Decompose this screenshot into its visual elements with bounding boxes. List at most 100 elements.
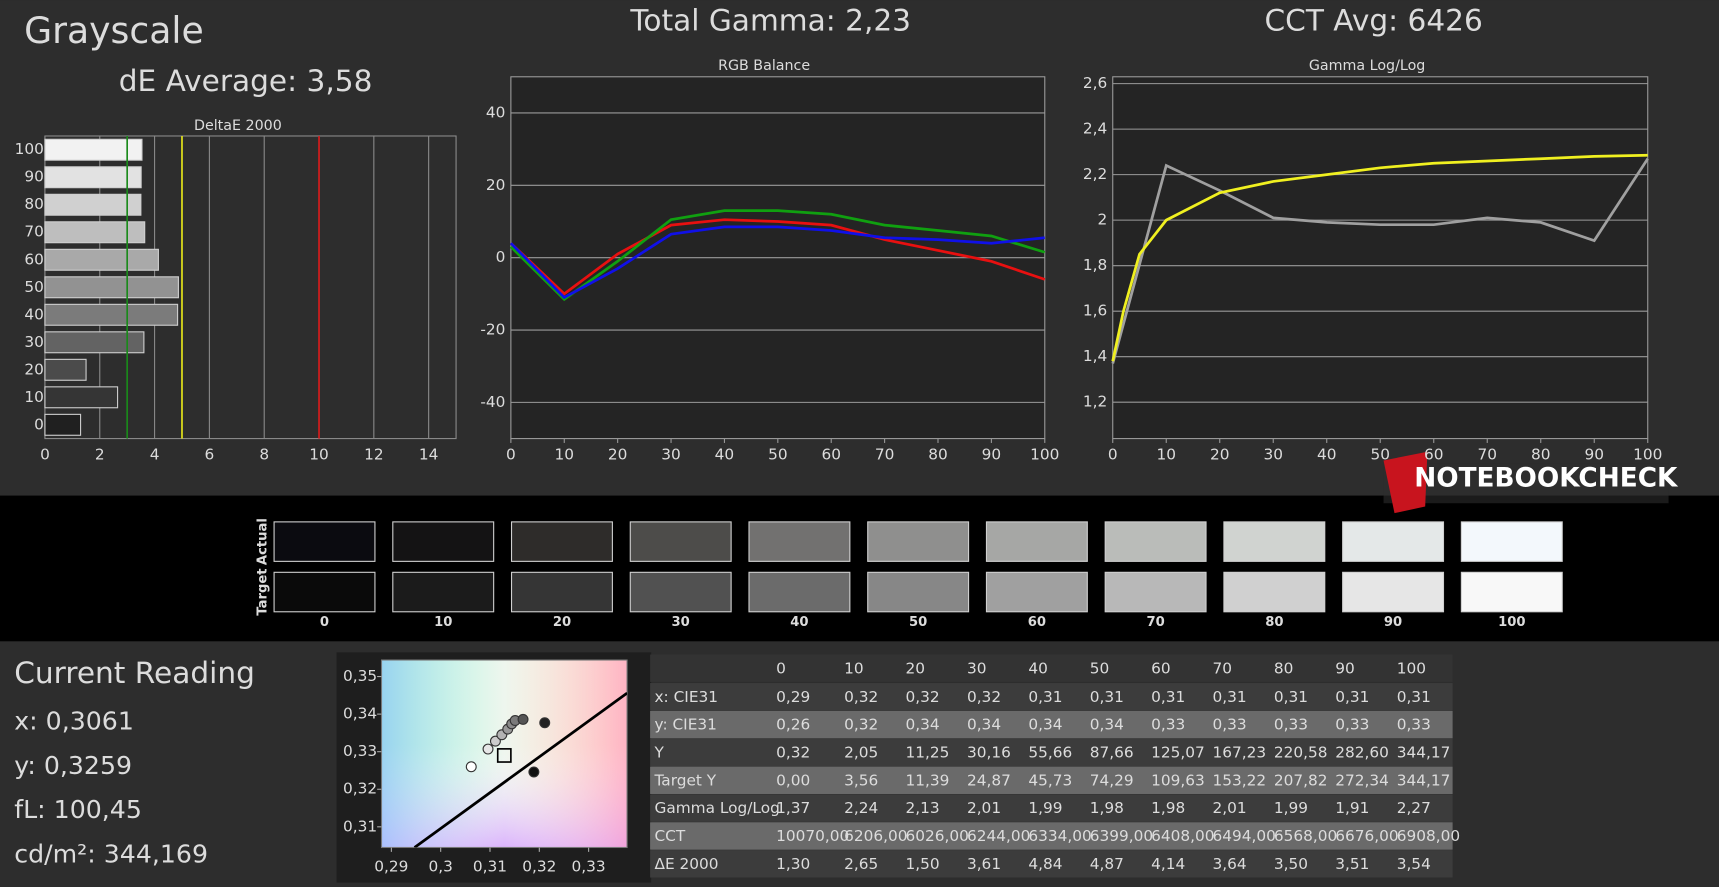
table-cell: 87,66	[1090, 743, 1134, 761]
row-label: CCT	[654, 827, 685, 845]
x-tick-label: 50	[768, 446, 788, 464]
swatch	[510, 521, 613, 562]
swatch	[985, 571, 1088, 613]
table-cell: 2,01	[1213, 799, 1247, 817]
plot-area	[1112, 76, 1649, 440]
page-title: Grayscale	[24, 9, 204, 52]
table-cell: 0,33	[1213, 716, 1247, 734]
swatch	[1104, 571, 1207, 613]
table-cell: 1,98	[1090, 799, 1124, 817]
series-line	[509, 225, 1045, 300]
table-cell: 0,26	[776, 716, 810, 734]
table-cell: 167,23	[1213, 743, 1267, 761]
table-cell: 0,31	[1335, 688, 1369, 706]
table-row-bg	[650, 794, 1453, 822]
table-cell: 30,16	[967, 743, 1011, 761]
y-tick-label: 1,2	[1083, 393, 1107, 411]
table-cell: 220,58	[1274, 743, 1328, 761]
y-tick-label: 1,8	[1083, 256, 1107, 274]
x-tick-label: 2	[95, 446, 105, 464]
row-label: Y	[653, 743, 664, 761]
y-tick-label: -40	[480, 393, 505, 411]
chart-title: DeltaE 2000	[194, 118, 282, 134]
swatch-label: 0	[320, 615, 329, 630]
column-header: 30	[967, 659, 987, 677]
table-cell: 3,51	[1335, 855, 1369, 873]
table-cell: 10070,00	[776, 827, 849, 845]
bar	[44, 248, 159, 271]
row-label: Actual	[256, 518, 271, 565]
table-cell: 4,14	[1151, 855, 1185, 873]
swatch-label: 90	[1384, 615, 1402, 630]
swatch	[748, 571, 851, 613]
table-cell: 74,29	[1090, 771, 1134, 789]
table-cell: 6676,00	[1335, 827, 1398, 845]
x-tick-label: 100	[1633, 446, 1662, 464]
table-row-bg	[650, 822, 1453, 850]
column-header: 80	[1274, 659, 1294, 677]
y-tick-label: 20	[486, 176, 506, 194]
table-cell: 2,01	[967, 799, 1001, 817]
watermark-logo	[1383, 451, 1428, 514]
table-cell: 55,66	[1028, 743, 1072, 761]
table-cell: 0,32	[844, 716, 878, 734]
table-cell: 4,87	[1090, 855, 1124, 873]
table-cell: 1,50	[906, 855, 940, 873]
table-cell: 0,34	[906, 716, 940, 734]
y-tick-label: 2,6	[1083, 74, 1107, 92]
table-cell: 0,32	[967, 688, 1001, 706]
table-cell: 0,33	[1274, 716, 1308, 734]
table-cell: 0,31	[1213, 688, 1247, 706]
swatch	[748, 521, 851, 562]
table-cell: 0,32	[776, 743, 810, 761]
table-cell: 1,30	[776, 855, 810, 873]
y-tick-label: 0,31	[343, 817, 377, 835]
swatch	[1223, 521, 1326, 562]
table-cell: 45,73	[1028, 771, 1072, 789]
column-header: 40	[1028, 659, 1048, 677]
row-label: Gamma Log/Log	[654, 799, 779, 817]
table-cell: 2,27	[1397, 799, 1431, 817]
y-tick-label: 70	[24, 223, 44, 241]
table-cell: 3,56	[844, 771, 878, 789]
table-cell: 125,07	[1151, 743, 1205, 761]
swatch	[867, 571, 970, 613]
column-header: 50	[1090, 659, 1110, 677]
x-tick-label: 100	[1030, 446, 1059, 464]
table-cell: 3,54	[1397, 855, 1431, 873]
y-tick-label: 80	[24, 195, 44, 213]
y-tick-label: 20	[24, 360, 44, 378]
x-tick-label: 0	[1108, 446, 1118, 464]
x-tick-label: 0,33	[572, 858, 606, 876]
swatch	[985, 521, 1088, 562]
y-tick-label: 0,33	[343, 742, 377, 760]
swatch	[629, 521, 732, 562]
y-tick-label: 2,4	[1083, 120, 1107, 138]
x-tick-label: 0,29	[374, 858, 408, 876]
table-cell: 1,91	[1335, 799, 1369, 817]
x-tick-label: 8	[259, 446, 269, 464]
point	[489, 735, 501, 747]
table-cell: 6334,00	[1028, 827, 1091, 845]
y-tick-label: 0	[496, 248, 506, 266]
x-tick-label: 0	[506, 446, 516, 464]
table-cell: 272,34	[1335, 771, 1389, 789]
table-row-bg	[650, 766, 1453, 794]
y-tick-label: 60	[24, 250, 44, 268]
table-cell: 2,65	[844, 855, 878, 873]
y-tick-label: -20	[480, 321, 505, 339]
table-cell: 344,17	[1397, 771, 1451, 789]
table-cell: 3,64	[1213, 855, 1247, 873]
swatch	[867, 521, 970, 562]
swatch-label: 10	[434, 615, 452, 630]
x-tick-label: 30	[1263, 446, 1283, 464]
de-average: dE Average: 3,58	[119, 64, 373, 98]
table-cell: 207,82	[1274, 771, 1328, 789]
y-tick-label: 10	[24, 388, 44, 406]
table-row-bg	[650, 683, 1453, 711]
reading-line: cd/m²: 344,169	[14, 839, 208, 868]
y-tick-label: 50	[24, 278, 44, 296]
x-tick-label: 70	[875, 446, 895, 464]
target-point	[496, 748, 512, 763]
